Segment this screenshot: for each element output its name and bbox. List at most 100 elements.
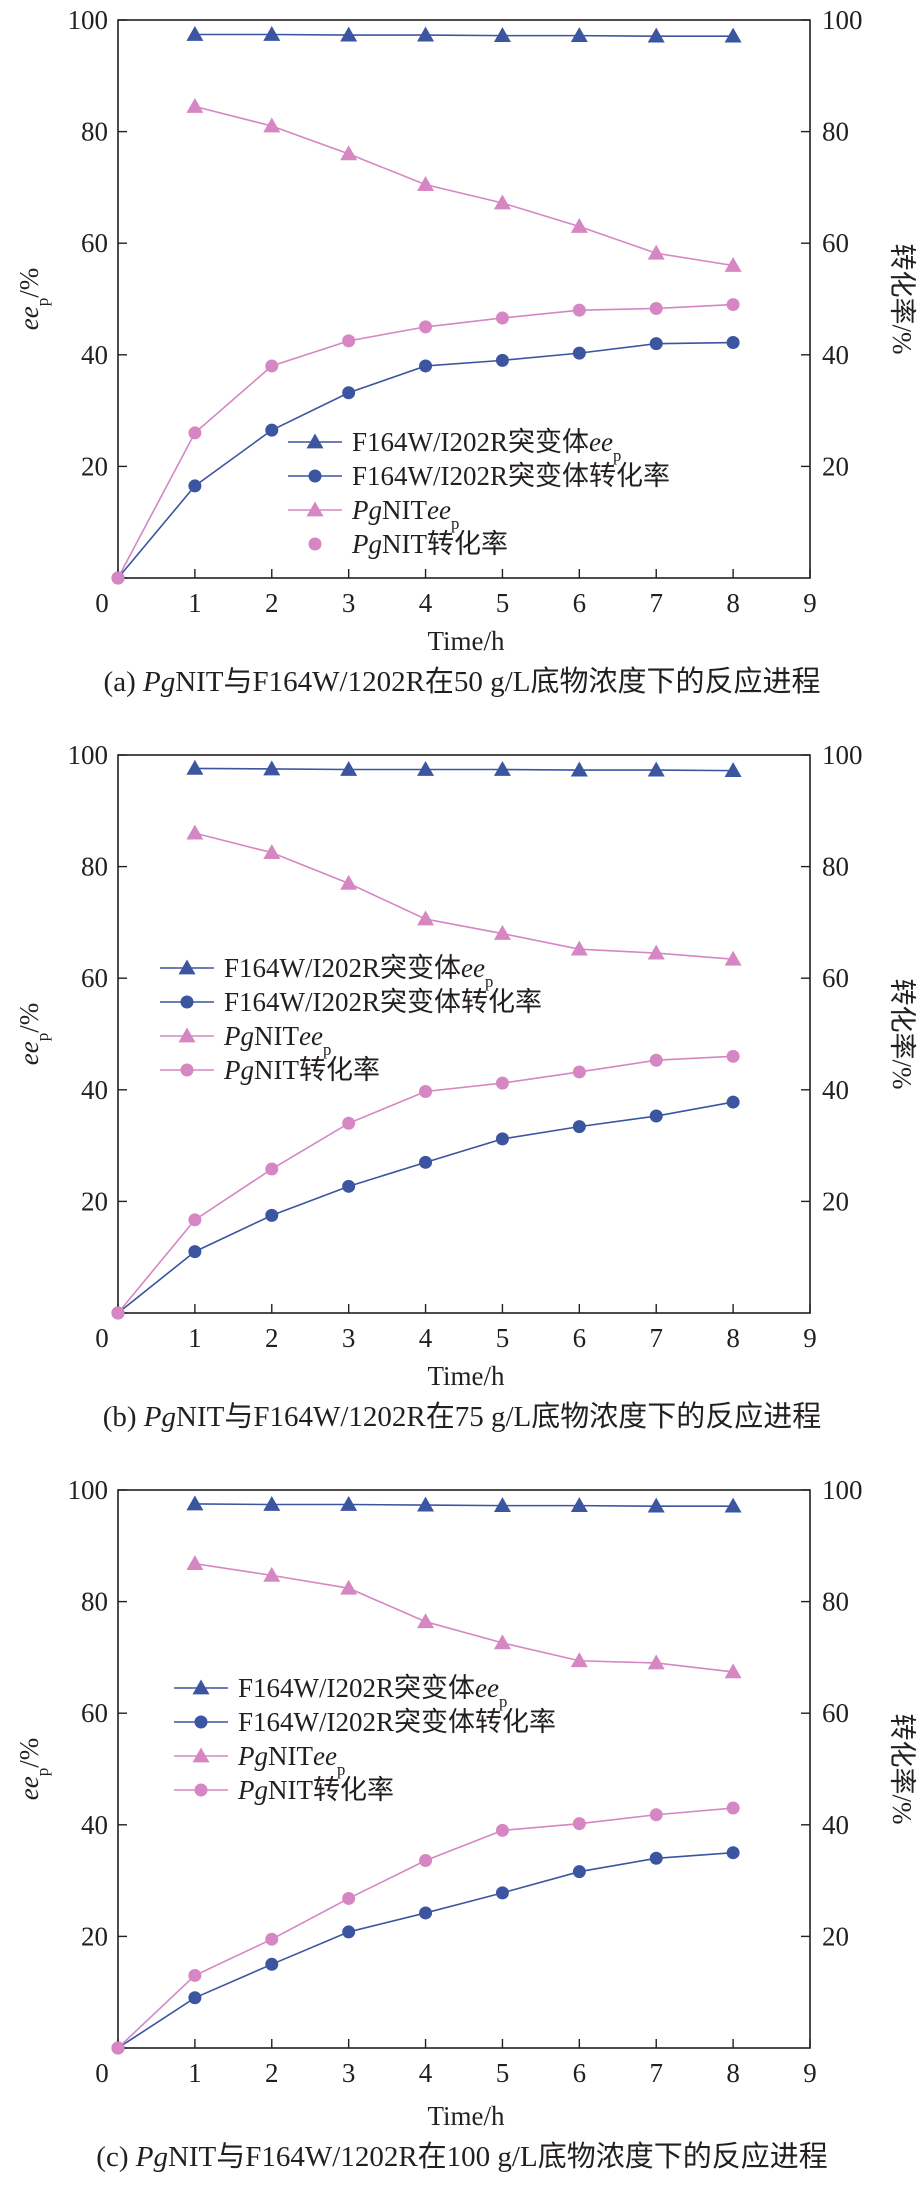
chart-c-series-2-point-7: [724, 1663, 742, 1679]
chart-c-x-tick-label-2: 2: [265, 2058, 279, 2088]
chart-a-series-3-point-5: [495, 311, 509, 325]
chart-c-x-tick-label-8: 8: [726, 2058, 740, 2088]
chart-c-y-tick-label-5: 100: [68, 1475, 109, 1505]
chart-c-series-3-point-0: [111, 2041, 125, 2055]
chart-b-series-3-point-1: [188, 1213, 202, 1227]
chart-c-x-axis-label: Time/h: [427, 2101, 505, 2131]
chart-a-series-2-point-4: [493, 194, 511, 210]
chart-b-series-0-point-1: [263, 760, 281, 776]
caption-b-part-2: NIT与F164W/1202R在75 g/L底物浓度下的反应进程: [176, 1401, 822, 1433]
chart-c-x-tick-label-6: 6: [573, 2058, 587, 2088]
chart-a-x-tick-label-2: 2: [265, 588, 279, 618]
chart-c-legend-1-marker: [194, 1715, 208, 1729]
chart-c-series-2-point-0: [186, 1555, 204, 1571]
chart-b-series-1-point-2: [265, 1208, 279, 1222]
chart-a-y-axis-label: eep/%: [14, 268, 52, 330]
chart-a-legend-1-label: F164W/I202R突变体转化率: [352, 461, 670, 491]
chart-c-legend-3-label-part-0: Pg: [237, 1775, 268, 1805]
chart-c-legend-2-label-part-1: NIT: [268, 1741, 313, 1771]
chart-b-x-tick-label-2: 2: [265, 1323, 279, 1353]
chart-c-plot-frame: [117, 1489, 811, 2049]
chart-c-series-1-line: [117, 1851, 734, 2049]
chart-c-y2-tick-label-0: 20: [822, 1921, 849, 1951]
chart-a-series-3-point-0: [111, 571, 125, 585]
caption-c-part-0: (c): [96, 2141, 136, 2173]
chart-b-y2-tick-label-0: 20: [822, 1186, 849, 1216]
chart-a-series-0-point-2: [340, 26, 358, 42]
chart-a-legend-0-label: F164W/I202R突变体eep: [352, 427, 621, 465]
chart-b-series-2-point-1: [263, 844, 281, 860]
chart-a-x-tick-label-0: 0: [95, 588, 109, 618]
chart-a-y-tick-label-5: 100: [68, 5, 109, 35]
chart-c-series-0-point-4: [493, 1497, 511, 1512]
chart-c-series-2-point-4: [493, 1634, 511, 1650]
chart-c-series-2-point-2: [340, 1579, 358, 1595]
chart-b-x-tick-label-9: 9: [803, 1323, 817, 1353]
chart-c-series-0-point-0: [186, 1495, 204, 1511]
chart-a-y-tick-label-1: 20: [81, 451, 108, 481]
chart-b-series-2-point-5: [570, 940, 588, 956]
chart-b-x-tick-label-6: 6: [573, 1323, 587, 1353]
chart-c-y-tick-label-1: 20: [81, 1921, 108, 1951]
chart-b-y2-tick-label-3: 80: [822, 852, 849, 882]
chart-c-legend-2-marker: [192, 1747, 210, 1763]
chart-b-legend-0-label-part-0: F164W/I202R突变体: [224, 953, 461, 983]
chart-a-y2-tick-label-3: 80: [822, 117, 849, 147]
chart-b-x-tick-label-1: 1: [188, 1323, 202, 1353]
chart-c-series-3-point-7: [649, 1808, 663, 1822]
chart-a-series-2-point-7: [724, 257, 742, 272]
chart-b-series-2-point-4: [493, 925, 511, 940]
chart-a-y2-axis-label: 转化率/%: [887, 244, 917, 355]
chart-b-series-1-line: [117, 1101, 734, 1314]
line-chart-a: 0 1 2 3 4 5 6 7 8 9 20 40 60 80 100 20 40 60 80 100 Time/h ee…: [14, 5, 917, 656]
chart-a-legend-1-label-part-0: F164W/I202R突变体转化率: [352, 461, 670, 491]
chart-b-x-tick-label-7: 7: [649, 1323, 663, 1353]
chart-b-series-2-point-2: [340, 874, 358, 890]
chart-a-y-axis-label-base: ee: [14, 306, 44, 330]
chart-a-legend-2-label: PgNITeep: [351, 495, 459, 533]
chart-a-series-0-point-0: [186, 26, 204, 41]
chart-a-series-2-point-3: [417, 176, 435, 191]
chart-b-legend-0-label-part-2: p: [485, 972, 493, 991]
chart-c-legend-3-label-part-1: NIT转化率: [268, 1775, 394, 1805]
caption-c-part-2: NIT与F164W/1202R在100 g/L底物浓度下的反应进程: [167, 2141, 828, 2173]
chart-a-series-1-point-5: [495, 353, 509, 367]
chart-b-series-3-point-6: [572, 1065, 586, 1079]
chart-b-y-axis-label-unit: /%: [14, 1003, 44, 1033]
chart-a-series-3-point-4: [419, 320, 433, 334]
chart-a-series-0-point-7: [724, 27, 742, 43]
chart-a-series-3-point-8: [726, 298, 740, 312]
chart-b-y-tick-label-2: 40: [81, 1075, 108, 1105]
chart-c-y-tick-label-4: 80: [81, 1587, 108, 1617]
chart-a-x-tick-label-5: 5: [496, 588, 510, 618]
chart-a-series-2-point-1: [263, 117, 281, 133]
chart-c-series-1-point-8: [726, 1846, 740, 1860]
chart-a-x-tick-label-8: 8: [726, 588, 740, 618]
chart-a-series-0-point-4: [493, 27, 511, 42]
chart-b-series-0-point-7: [724, 762, 742, 777]
chart-c-y2-tick-label-4: 100: [822, 1475, 863, 1505]
chart-c-y2-tick-label-1: 40: [822, 1810, 849, 1840]
caption-a-part-1: Pg: [142, 666, 176, 698]
chart-b-series-2-point-6: [647, 944, 665, 960]
chart-b-series-2-point-0: [186, 824, 204, 840]
chart-b-series-0-line: [194, 767, 734, 772]
chart-c-x-tick-label-0: 0: [95, 2058, 109, 2088]
line-chart-c: 0 1 2 3 4 5 6 7 8 9 20 40 60 80 100 20 40 60 80 100 Time/h ee…: [14, 1475, 917, 2131]
chart-c-series-3-point-3: [342, 1891, 356, 1905]
caption-a-part-2: NIT与F164W/1202R在50 g/L底物浓度下的反应进程: [175, 666, 821, 698]
chart-c-series-1-point-2: [265, 1957, 279, 1971]
chart-b-series-0-point-5: [570, 761, 588, 777]
chart-a-legend-2-label-part-2: ee: [427, 495, 451, 525]
chart-c-series-2-point-3: [417, 1613, 435, 1629]
chart-c-series-3-point-2: [265, 1932, 279, 1946]
chart-a-series-2-point-6: [647, 244, 665, 260]
chart-c-y-axis-label-base: ee: [14, 1776, 44, 1800]
chart-c-series-3-point-5: [495, 1823, 509, 1837]
chart-a-series-3-point-2: [265, 359, 279, 373]
chart-c-y-axis-label-unit: /%: [14, 1738, 44, 1768]
chart-a-x-tick-label-1: 1: [188, 588, 202, 618]
chart-c-series-3-point-1: [188, 1968, 202, 1982]
chart-a-legend-3-marker: [308, 537, 322, 551]
chart-a-series-0-point-3: [417, 26, 435, 42]
